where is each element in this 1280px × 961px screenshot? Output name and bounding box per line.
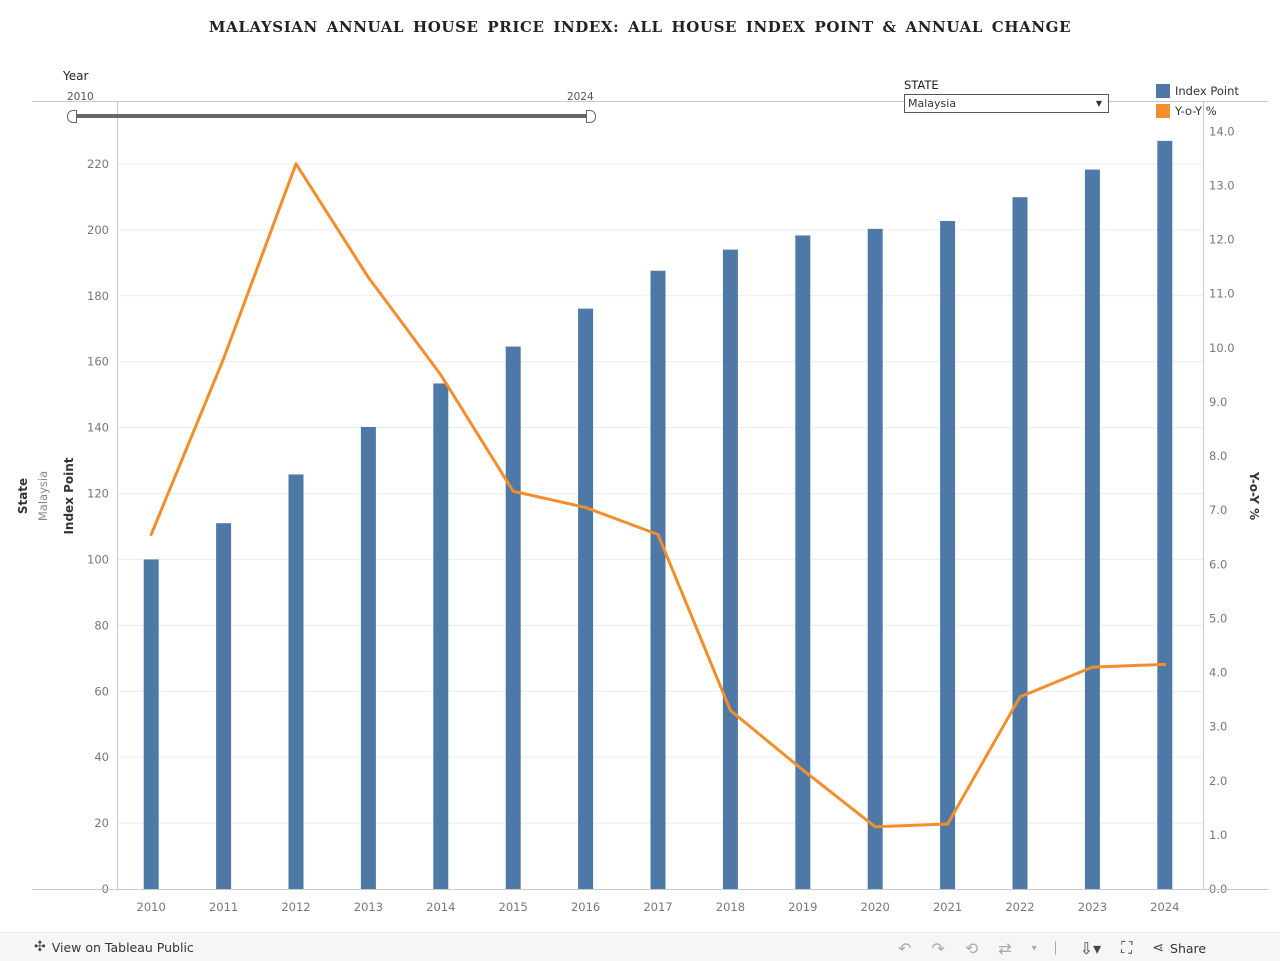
legend-swatch-yoy <box>1156 104 1170 118</box>
legend-item-index-point[interactable]: Index Point <box>1156 81 1239 101</box>
state-filter-label: STATE <box>904 78 1108 92</box>
x-tick-label: 2011 <box>209 900 238 914</box>
bar-index-point <box>144 559 159 889</box>
bar-index-point <box>1157 141 1172 889</box>
y2-tick-label: 6.0 <box>1209 557 1227 571</box>
y2-tick-label: 10.0 <box>1209 341 1235 355</box>
y2-tick-label: 13.0 <box>1209 178 1235 192</box>
y2-tick-label: 9.0 <box>1209 395 1227 409</box>
y2-tick-label: 2.0 <box>1209 774 1227 788</box>
y-tick-label: 120 <box>87 487 109 501</box>
x-tick-label: 2020 <box>861 900 890 914</box>
revert-icon[interactable]: ⟲ <box>965 939 978 958</box>
y-axis-title: Index Point <box>62 457 76 534</box>
share-button[interactable]: ⋖ Share <box>1152 940 1206 956</box>
tableau-logo-icon: ✣ <box>34 939 46 955</box>
row-header-label: State <box>16 478 30 514</box>
y2-tick-label: 1.0 <box>1209 828 1227 842</box>
state-filter: STATE Malaysia ▼ <box>904 78 1108 113</box>
bar-index-point <box>216 523 231 889</box>
fullscreen-icon[interactable]: ⛶ <box>1121 938 1132 958</box>
legend-item-yoy[interactable]: Y-o-Y % <box>1156 101 1239 121</box>
x-tick-label: 2010 <box>137 900 166 914</box>
y-tick-label: 80 <box>94 618 109 632</box>
bar-index-point <box>361 427 376 889</box>
view-on-tableau-link[interactable]: ✣ View on Tableau Public <box>34 939 194 955</box>
share-icon: ⋖ <box>1152 940 1164 956</box>
y2-tick-label: 3.0 <box>1209 720 1227 734</box>
view-on-tableau-label: View on Tableau Public <box>52 940 194 955</box>
year-slider-max-handle[interactable] <box>586 110 596 123</box>
tableau-footer: ✣ View on Tableau Public ↶ ↷ ⟲ ⇄ ▾ ⇩▾ ⛶ … <box>0 932 1280 961</box>
x-tick-label: 2022 <box>1005 900 1034 914</box>
y2-tick-label: 5.0 <box>1209 611 1227 625</box>
y2-tick-label: 7.0 <box>1209 503 1227 517</box>
bar-index-point <box>795 235 810 889</box>
bar-index-point <box>940 221 955 889</box>
year-range-filter: Year 2010 2024 <box>60 68 600 128</box>
state-dropdown[interactable]: Malaysia ▼ <box>904 94 1109 113</box>
y2-tick-label: 14.0 <box>1209 124 1235 138</box>
bar-index-point <box>723 250 738 889</box>
bar-index-point <box>651 271 666 889</box>
undo-icon[interactable]: ↶ <box>898 939 911 958</box>
y-tick-label: 20 <box>94 816 109 830</box>
y2-tick-label: 11.0 <box>1209 287 1235 301</box>
y2-tick-label: 12.0 <box>1209 233 1235 247</box>
y-tick-label: 160 <box>87 355 109 369</box>
toolbar-divider <box>1055 941 1056 955</box>
toolbar: ↶ ↷ ⟲ ⇄ ▾ ⇩▾ ⛶ ⋖ Share <box>898 938 1206 958</box>
bar-index-point <box>578 309 593 889</box>
bar-index-point <box>1085 170 1100 889</box>
pause-dropdown-icon[interactable]: ▾ <box>1032 943 1037 954</box>
redo-icon[interactable]: ↷ <box>931 939 944 958</box>
bar-index-point <box>289 474 304 889</box>
x-tick-label: 2021 <box>933 900 962 914</box>
y-tick-label: 220 <box>87 157 109 171</box>
x-tick-label: 2023 <box>1078 900 1107 914</box>
x-tick-label: 2016 <box>571 900 600 914</box>
x-tick-label: 2015 <box>499 900 528 914</box>
dropdown-arrow-icon: ▼ <box>1096 95 1102 112</box>
y2-axis-title: Y-o-Y % <box>1247 471 1261 520</box>
x-tick-label: 2013 <box>354 900 383 914</box>
labels-layer: State Malaysia Index Point Y-o-Y % <box>16 457 1261 534</box>
bar-index-point <box>868 229 883 889</box>
bars-layer <box>144 141 1173 889</box>
download-icon[interactable]: ⇩▾ <box>1080 939 1101 958</box>
y2-tick-label: 8.0 <box>1209 449 1227 463</box>
year-slider-min-handle[interactable] <box>67 110 77 123</box>
year-filter-max: 2024 <box>567 91 594 103</box>
bar-index-point <box>1013 197 1028 889</box>
share-label: Share <box>1170 941 1206 956</box>
legend-label-yoy: Y-o-Y % <box>1175 104 1217 118</box>
y-tick-label: 180 <box>87 289 109 303</box>
x-tick-label: 2019 <box>788 900 817 914</box>
x-tick-label: 2017 <box>643 900 672 914</box>
legend-label-index-point: Index Point <box>1175 84 1239 98</box>
bar-index-point <box>433 383 448 889</box>
x-tick-label: 2012 <box>281 900 310 914</box>
year-filter-min: 2010 <box>67 91 94 103</box>
y-tick-label: 140 <box>87 421 109 435</box>
bar-index-point <box>506 347 521 889</box>
y2-tick-label: 4.0 <box>1209 666 1227 680</box>
y-tick-label: 100 <box>87 552 109 566</box>
chart-area: 0204060801001201401601802002200.01.02.03… <box>0 0 1280 932</box>
x-tick-label: 2018 <box>716 900 745 914</box>
y-tick-label: 40 <box>94 750 109 764</box>
row-header-value: Malaysia <box>36 471 50 521</box>
state-dropdown-value: Malaysia <box>908 97 956 110</box>
x-tick-label: 2024 <box>1150 900 1179 914</box>
legend-swatch-index-point <box>1156 84 1170 98</box>
legend: Index Point Y-o-Y % <box>1156 81 1239 121</box>
year-filter-label: Year <box>63 69 88 83</box>
x-tick-label: 2014 <box>426 900 455 914</box>
y-tick-label: 200 <box>87 223 109 237</box>
refresh-icon[interactable]: ⇄ <box>998 939 1011 958</box>
year-slider-track[interactable] <box>74 114 588 118</box>
y-tick-label: 60 <box>94 684 109 698</box>
